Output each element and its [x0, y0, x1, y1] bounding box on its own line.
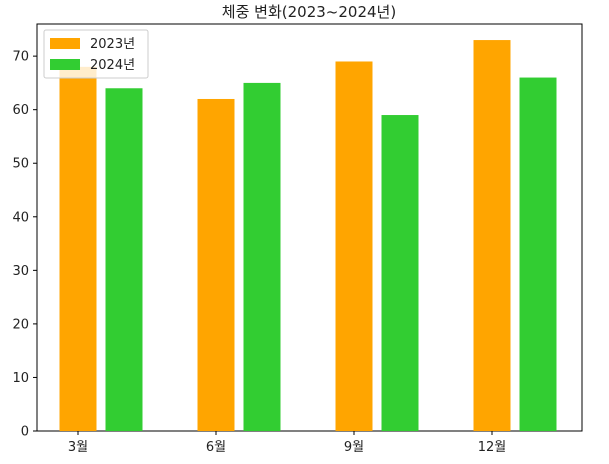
y-tick-label: 0 — [21, 425, 29, 440]
legend-label-2023: 2023년 — [90, 37, 135, 52]
x-tick-label: 12월 — [478, 440, 507, 455]
bars-group — [59, 40, 557, 432]
y-axis: 0 10 20 30 40 50 60 70 — [12, 50, 37, 440]
legend-swatch-2023 — [50, 38, 80, 49]
x-axis: 3월 6월 9월 12월 — [68, 431, 506, 455]
bar-2023년-6월 — [197, 98, 235, 431]
x-tick-label: 6월 — [206, 440, 226, 455]
y-tick-label: 20 — [12, 317, 29, 332]
y-tick-label: 60 — [12, 103, 29, 118]
bar-2024년-9월 — [381, 115, 419, 431]
bar-2024년-12월 — [519, 77, 557, 431]
y-tick-label: 10 — [12, 371, 29, 386]
x-tick-label: 3월 — [68, 440, 88, 455]
bar-2023년-3월 — [59, 66, 97, 431]
bar-2023년-9월 — [335, 61, 373, 431]
y-tick-label: 50 — [12, 157, 29, 172]
bar-2024년-6월 — [243, 82, 281, 431]
plot-area — [36, 23, 583, 432]
legend: 2023년 2024년 — [43, 29, 149, 79]
chart-title: 체중 변화(2023~2024년) — [222, 3, 396, 21]
bar-2024년-3월 — [105, 88, 143, 432]
y-tick-label: 30 — [12, 264, 29, 279]
bar-2023년-12월 — [473, 40, 511, 431]
legend-swatch-2024 — [50, 59, 80, 70]
x-tick-label: 9월 — [344, 440, 364, 455]
legend-label-2024: 2024년 — [90, 58, 135, 73]
y-tick-label: 40 — [12, 210, 29, 225]
y-tick-label: 70 — [12, 50, 29, 65]
